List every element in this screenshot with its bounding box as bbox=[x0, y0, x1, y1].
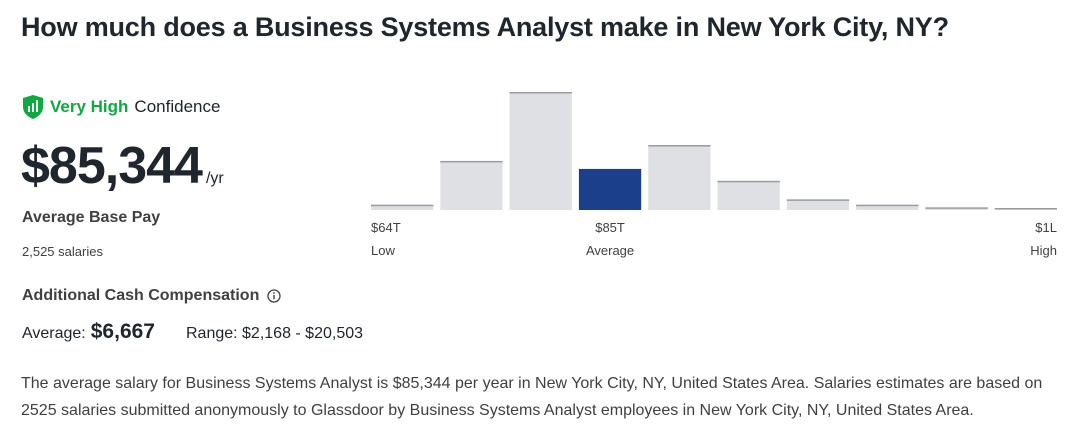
confidence-suffix: Confidence bbox=[134, 97, 221, 116]
tick-label-average-value: $85T bbox=[595, 220, 625, 235]
histogram-bar-edge bbox=[440, 160, 503, 163]
tick-label-average: Average bbox=[585, 243, 635, 258]
cash-compensation-row: Average: $6,667 Range: $2,168 - $20,503 bbox=[22, 320, 363, 344]
salaries-count: 2,525 salaries bbox=[22, 244, 103, 259]
histogram-bar-edge bbox=[717, 180, 780, 183]
histogram-bar bbox=[509, 92, 572, 210]
cash-range: Range: $2,168 - $20,503 bbox=[185, 325, 364, 342]
histogram-bar-edge bbox=[509, 92, 572, 94]
histogram-bar-edge bbox=[994, 208, 1057, 210]
histogram-bar bbox=[648, 145, 711, 210]
info-icon[interactable] bbox=[267, 289, 281, 303]
histogram-bar bbox=[717, 180, 780, 210]
confidence-level: Very High bbox=[50, 97, 129, 116]
tick-label-low: Low bbox=[371, 243, 395, 258]
histogram-bar-edge bbox=[925, 207, 988, 209]
tick-label-low-value: $64T bbox=[371, 220, 401, 235]
histogram-bar bbox=[371, 204, 434, 210]
average-pay-amount: $85,344 bbox=[21, 137, 203, 195]
shield-bar-chart-icon bbox=[23, 95, 43, 119]
average-pay-unit: /yr bbox=[205, 170, 224, 187]
cash-average-label: Average: bbox=[22, 325, 86, 342]
salary-description: The average salary for Business Systems … bbox=[21, 375, 1043, 419]
additional-cash-compensation-label: Additional Cash Compensation bbox=[22, 287, 260, 304]
average-base-pay-label: Average Base Pay bbox=[22, 209, 161, 226]
histogram-bar-edge bbox=[786, 199, 850, 201]
histogram-bar bbox=[786, 199, 850, 210]
additional-cash-compensation: Additional Cash Compensation bbox=[22, 287, 281, 305]
cash-average-value: $6,667 bbox=[90, 320, 155, 343]
page-title: How much does a Business Systems Analyst… bbox=[21, 12, 949, 42]
histogram-bar-edge bbox=[648, 145, 711, 147]
histogram-bar bbox=[856, 204, 919, 210]
tick-label-high-value: $1L bbox=[1035, 220, 1057, 235]
salary-histogram bbox=[371, 92, 1057, 210]
histogram-bar bbox=[440, 160, 503, 210]
histogram-bar-average bbox=[578, 168, 642, 210]
histogram-bar-edge bbox=[856, 204, 919, 207]
tick-label-high: High bbox=[1030, 243, 1057, 258]
average-pay: $85,344 /yr bbox=[21, 140, 224, 192]
confidence-indicator: Very High Confidence bbox=[22, 94, 220, 120]
histogram-bar-edge bbox=[371, 204, 434, 207]
